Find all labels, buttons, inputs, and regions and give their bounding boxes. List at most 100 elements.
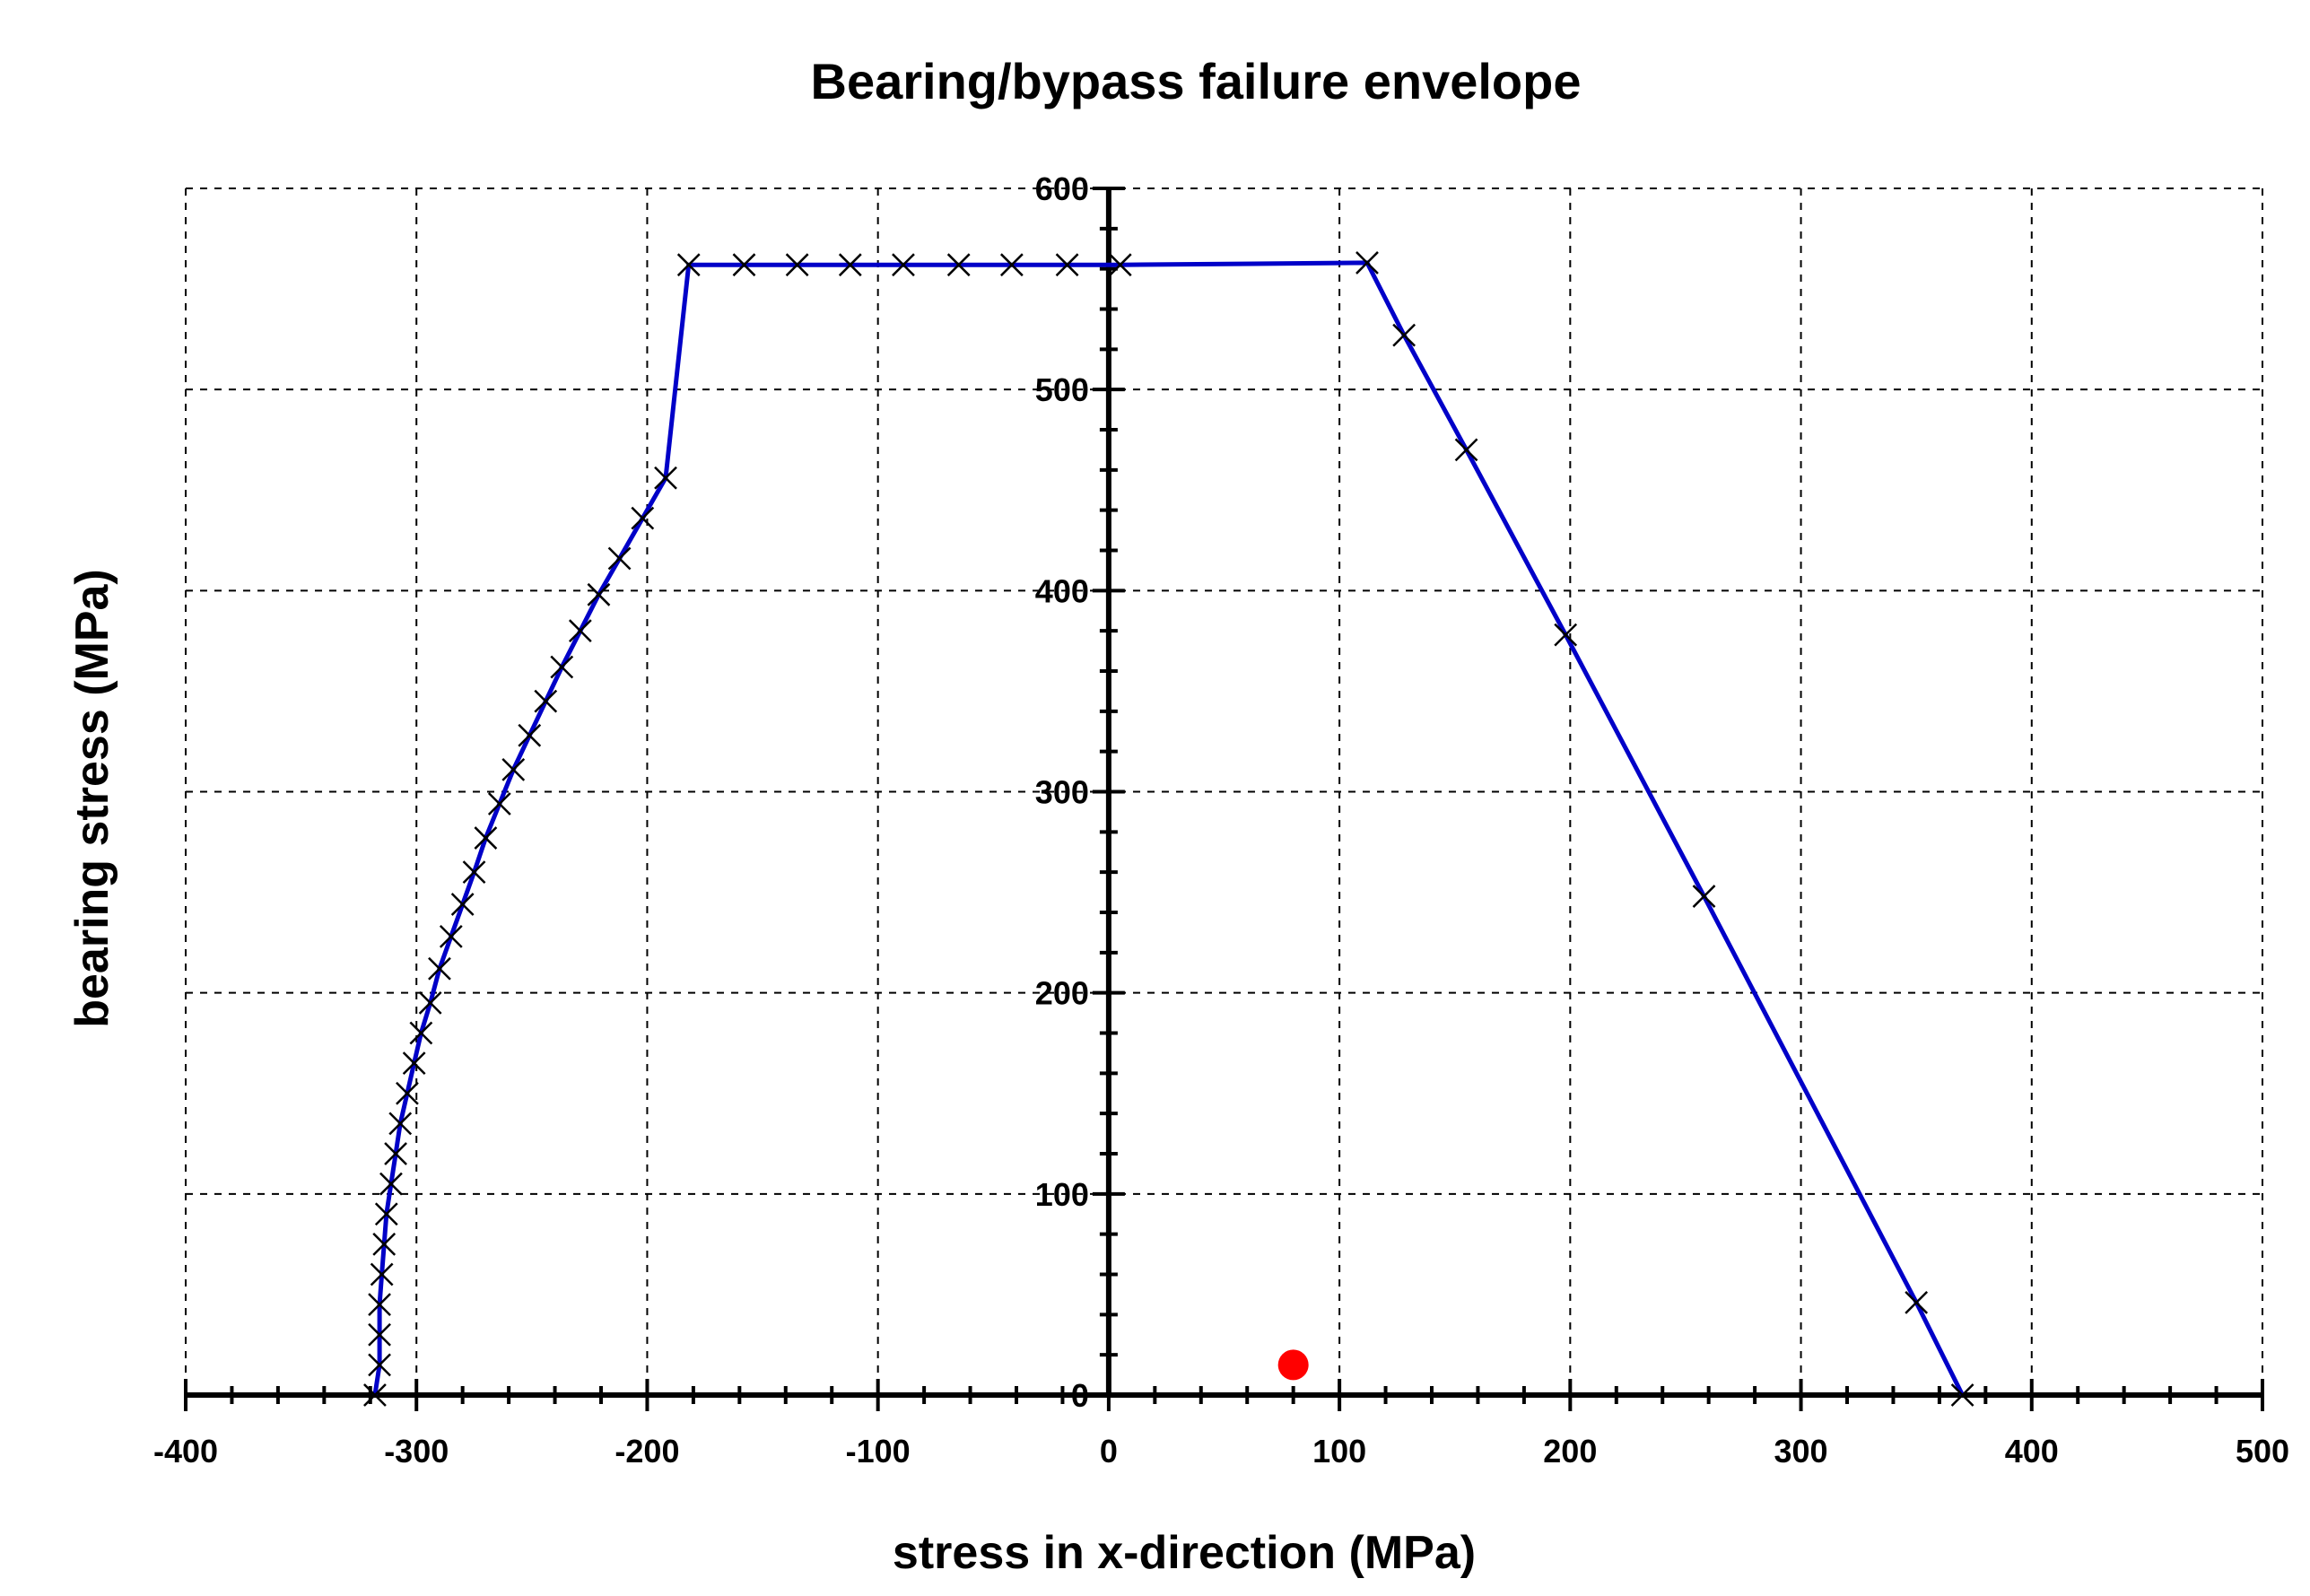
marker-stroke xyxy=(534,689,558,713)
marker-stroke xyxy=(631,506,655,530)
marker-stroke xyxy=(607,546,632,571)
marker-stroke xyxy=(1355,251,1379,275)
marker-stroke xyxy=(384,1142,407,1165)
envelope-marker xyxy=(785,253,809,277)
envelope-marker xyxy=(946,253,971,277)
y-tick-label: 100 xyxy=(1035,1176,1089,1213)
envelope-marker xyxy=(428,956,451,981)
envelope-marker xyxy=(474,826,498,850)
marker-stroke xyxy=(474,826,498,850)
envelope-marker xyxy=(418,990,442,1015)
envelope-marker xyxy=(550,655,574,679)
envelope-marker xyxy=(568,619,592,643)
marker-stroke xyxy=(462,860,486,885)
envelope-marker xyxy=(402,1051,426,1076)
y-tick-label: 300 xyxy=(1035,774,1089,811)
load-point xyxy=(1277,1349,1309,1381)
x-tick-label: 400 xyxy=(2005,1433,2059,1470)
envelope-marker xyxy=(501,757,526,781)
marker-stroke xyxy=(487,792,511,815)
envelope-marker xyxy=(1055,253,1079,277)
marker-stroke xyxy=(428,956,451,981)
marker-stroke xyxy=(1554,623,1578,647)
marker-stroke xyxy=(363,1383,387,1407)
marker-stroke xyxy=(388,1112,413,1136)
envelope-marker xyxy=(374,1202,398,1226)
envelope-marker xyxy=(631,506,655,530)
marker-stroke xyxy=(1055,253,1079,277)
x-tick-label: -400 xyxy=(153,1433,218,1470)
y-axis-label: bearing stress (MPa) xyxy=(66,569,118,1028)
marker-stroke xyxy=(379,1172,403,1196)
x-tick-label: -200 xyxy=(615,1433,679,1470)
y-tick-label: 500 xyxy=(1035,371,1089,408)
marker-stroke xyxy=(654,466,677,490)
marker-stroke xyxy=(372,1232,397,1256)
envelope-marker xyxy=(372,1232,397,1256)
x-tick-label: 300 xyxy=(1774,1433,1828,1470)
marker-stroke xyxy=(838,253,862,277)
envelope-marker xyxy=(587,582,611,606)
y-tick-label: 0 xyxy=(1071,1377,1089,1414)
envelope-marker xyxy=(1355,251,1379,275)
marker-stroke xyxy=(1454,438,1478,462)
marker-stroke xyxy=(1905,1290,1929,1314)
x-tick-label: -100 xyxy=(846,1433,911,1470)
marker-stroke xyxy=(368,1293,391,1317)
axes xyxy=(184,187,2264,1411)
x-tick-labels: -400 -300 -200 -100 0 100 200 300 400 500 xyxy=(153,1433,2289,1470)
envelope-marker xyxy=(1692,885,1716,908)
marker-stroke xyxy=(370,1262,394,1286)
marker-stroke xyxy=(418,990,442,1015)
envelope-marker xyxy=(607,546,632,571)
x-tick-label: 500 xyxy=(2236,1433,2289,1470)
marker-stroke xyxy=(1392,323,1417,347)
envelope-marker xyxy=(462,860,486,885)
marker-stroke xyxy=(587,582,611,606)
marker-stroke xyxy=(568,619,592,643)
marker-stroke xyxy=(402,1051,426,1076)
marker-stroke xyxy=(439,925,463,948)
envelope-marker xyxy=(379,1172,403,1196)
envelope-marker xyxy=(487,792,511,815)
envelope-marker xyxy=(518,723,542,747)
y-tick-label: 400 xyxy=(1035,572,1089,609)
envelope-marker xyxy=(368,1293,391,1317)
envelope-marker xyxy=(732,253,756,277)
envelope-marker xyxy=(384,1142,407,1165)
x-axis-label: stress in x-direction (MPa) xyxy=(893,1527,1476,1579)
envelope-marker xyxy=(676,253,701,277)
envelope-marker xyxy=(450,893,475,916)
marker-stroke xyxy=(732,253,756,277)
envelope-marker xyxy=(396,1081,419,1105)
marker-stroke xyxy=(892,253,915,277)
plot-area xyxy=(363,251,1974,1407)
marker-stroke xyxy=(1108,253,1132,277)
marker-stroke xyxy=(450,893,475,916)
envelope-marker xyxy=(368,1322,391,1347)
envelope-marker xyxy=(892,253,915,277)
marker-stroke xyxy=(676,253,701,277)
chart-title: Bearing/bypass failure envelope xyxy=(811,53,1582,109)
x-tick-label: 0 xyxy=(1100,1433,1118,1470)
y-tick-label: 200 xyxy=(1035,975,1089,1012)
marker-stroke xyxy=(946,253,971,277)
marker-stroke xyxy=(368,1353,391,1377)
envelope-marker xyxy=(1554,623,1578,647)
marker-stroke xyxy=(501,757,526,781)
x-tick-label: 200 xyxy=(1543,1433,1597,1470)
marker-stroke xyxy=(999,253,1024,277)
envelope-line xyxy=(372,260,1965,1397)
envelope-marker xyxy=(654,466,677,490)
x-tick-label: -300 xyxy=(384,1433,449,1470)
envelope-marker xyxy=(838,253,862,277)
envelope-marker xyxy=(999,253,1024,277)
x-tick-label: 100 xyxy=(1312,1433,1366,1470)
envelope-marker xyxy=(363,1383,387,1407)
envelope-marker xyxy=(388,1112,413,1136)
envelope-marker xyxy=(1392,323,1417,347)
marker-stroke xyxy=(518,723,542,747)
y-tick-labels: 0 100 200 300 400 500 600 xyxy=(1035,170,1089,1414)
marker-stroke xyxy=(1692,885,1716,908)
